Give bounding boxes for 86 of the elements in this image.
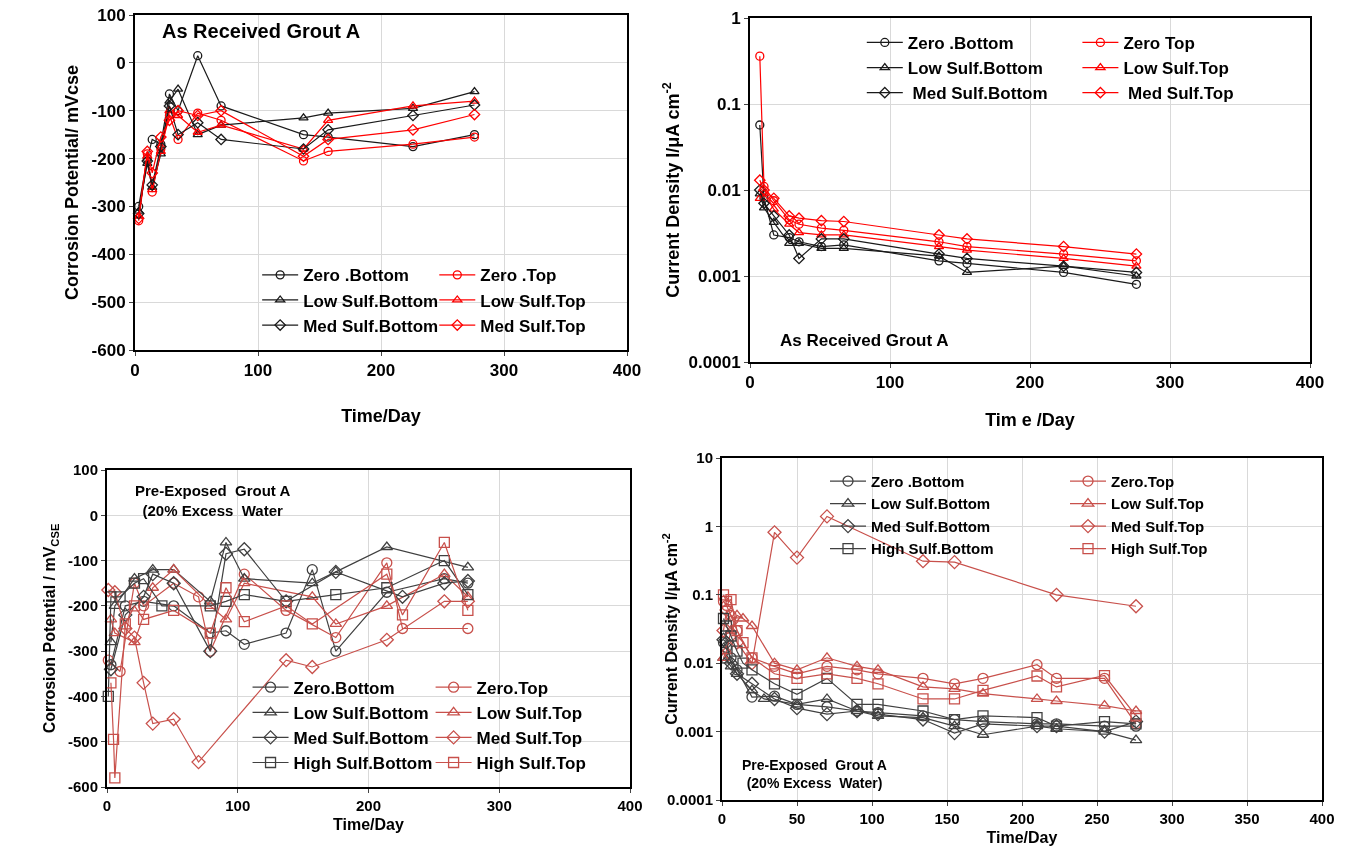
y-tick-label: 0.1 (716, 94, 741, 114)
legend-label: Low Sulf.Bottom (293, 703, 429, 723)
legend-label: High Sulf.Bottom (293, 754, 433, 774)
annotation: As Received Grout A (780, 331, 949, 350)
legend-label: Low Sulf.Top (476, 703, 583, 723)
y-tick-label: -100 (91, 101, 126, 121)
legend-label: Low Sulf.Bottom (907, 59, 1043, 79)
y-tick-label: -500 (91, 293, 126, 313)
y-tick-label: 1 (731, 8, 741, 28)
x-tick-label: 400 (612, 361, 642, 381)
annotation: As Received Grout A (162, 20, 361, 42)
y-tick-label: -400 (91, 245, 126, 265)
x-tick-label: 300 (1159, 810, 1185, 827)
legend-label: Med Sulf.Bottom (293, 729, 429, 749)
annotation: Pre-Exposed Grout A (20% Excess Water (135, 482, 291, 519)
y-tick-label: 10 (696, 449, 713, 467)
x-tick-label: 400 (1309, 810, 1335, 827)
x-tick-label: 0 (130, 361, 140, 381)
y-tick-label: -300 (67, 642, 98, 660)
x-tick-label: 150 (934, 810, 960, 827)
y-tick-label: 100 (72, 461, 98, 479)
legend-label: Zero .Top (480, 266, 557, 286)
legend-label: High Sulf.Top (476, 754, 586, 774)
y-tick-label: -200 (91, 149, 126, 169)
x-tick-label: 200 (355, 797, 382, 814)
x-axis-title: Tim e /Day (985, 410, 1075, 430)
y-tick-label: -100 (67, 551, 98, 569)
y-tick-label: -500 (67, 732, 98, 750)
x-tick-label: 200 (1009, 810, 1035, 827)
legend-label: Low Sulf.Top (480, 291, 586, 311)
annotation: Pre-Exposed Grout A (20% Excess Water) (742, 757, 887, 792)
legend-label: Low Sulf.Bottom (871, 495, 991, 513)
legend-label: Med Sulf.Top (476, 729, 583, 749)
x-tick-label: 400 (1295, 373, 1325, 393)
y-tick-label: 0.001 (698, 266, 741, 286)
y-axis-title: Corrosion Potential/ mVcse (62, 64, 83, 301)
legend-label: High Sulf.Top (1111, 540, 1208, 558)
legend-label: Med Sulf.Top (1123, 84, 1234, 104)
x-tick-label: 100 (875, 373, 905, 393)
x-axis-title: Time/Day (986, 829, 1058, 846)
y-tick-label: -200 (67, 597, 98, 615)
y-tick-label: -600 (67, 778, 98, 796)
x-tick-label: 300 (489, 361, 519, 381)
y-tick-label: 0.01 (683, 654, 713, 672)
y-tick-label: -300 (91, 197, 126, 217)
y-tick-label: 1 (704, 517, 713, 535)
legend-label: Med Sulf.Bottom (907, 84, 1048, 104)
y-tick-label: 0.0001 (667, 791, 713, 809)
y-tick-label: 100 (97, 5, 126, 25)
y-tick-label: -400 (67, 687, 98, 705)
x-tick-label: 100 (859, 810, 885, 827)
legend-label: Med Sulf.Top (1111, 517, 1205, 535)
legend-label: Zero.Top (476, 678, 549, 698)
legend-label: Med Sulf.Bottom (871, 517, 991, 535)
x-tick-label: 300 (1155, 373, 1185, 393)
legend-label: High Sulf.Bottom (871, 540, 994, 558)
y-tick-label: 0.001 (675, 722, 713, 740)
x-tick-label: 400 (617, 797, 643, 814)
legend-label: Med Sulf.Top (480, 316, 586, 336)
legend-label: Low Sulf.Top (1111, 495, 1205, 513)
x-tick-label: 50 (788, 810, 806, 827)
x-axis-title: Time/Day (333, 816, 405, 834)
x-tick-label: 100 (243, 361, 273, 381)
y-tick-label: -600 (91, 340, 126, 360)
x-tick-label: 350 (1234, 810, 1260, 827)
legend-label: Zero.Bottom (293, 678, 395, 698)
y-tick-label: 0 (89, 506, 98, 524)
legend-label: Zero .Bottom (303, 266, 409, 286)
legend-label: Med Sulf.Bottom (303, 316, 439, 336)
y-tick-label: 0 (116, 53, 126, 73)
x-tick-label: 250 (1084, 810, 1110, 827)
y-tick-label: 0.0001 (688, 352, 741, 372)
x-tick-label: 0 (745, 373, 755, 393)
x-axis-title: Time/Day (341, 406, 421, 426)
x-tick-label: 200 (366, 361, 396, 381)
legend-label: Zero .Bottom (871, 472, 965, 490)
x-tick-label: 300 (486, 797, 512, 814)
y-tick-label: 0.1 (692, 586, 713, 604)
y-tick-label: 0.01 (707, 180, 741, 200)
legend-label: Zero.Top (1111, 472, 1175, 490)
legend-label: Low Sulf.Bottom (303, 291, 439, 311)
legend-label: Low Sulf.Top (1123, 59, 1229, 79)
x-tick-label: 100 (225, 797, 251, 814)
x-tick-label: 200 (1015, 373, 1045, 393)
legend-label: Zero Top (1123, 34, 1195, 54)
legend-label: Zero .Bottom (907, 34, 1014, 54)
